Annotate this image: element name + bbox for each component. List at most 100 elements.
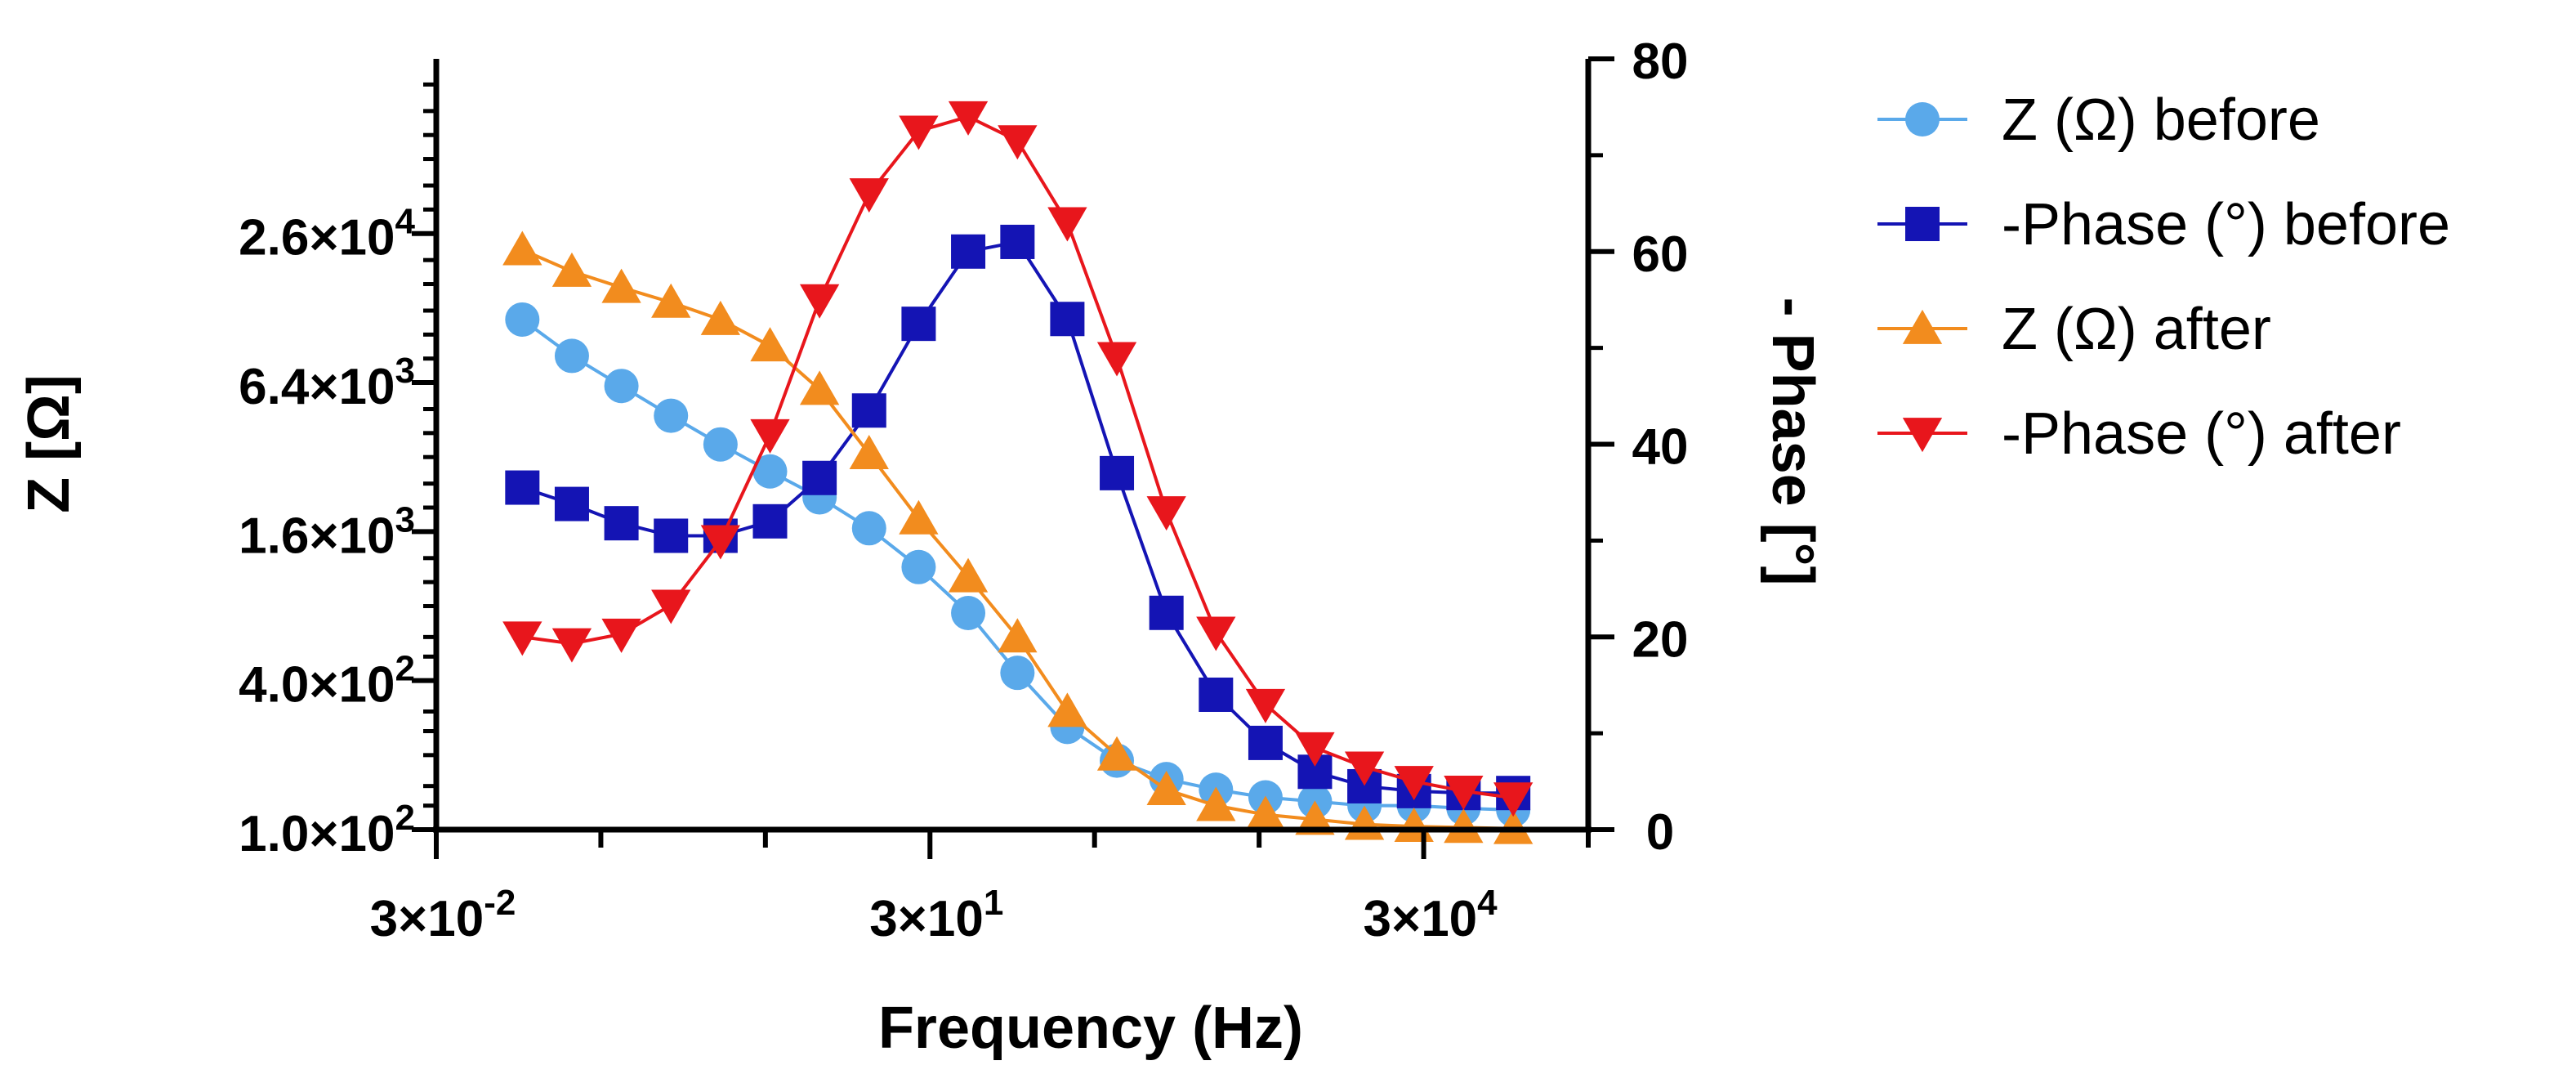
series-0-point-4: [703, 427, 738, 462]
series-2-point-5: [750, 327, 790, 362]
series-2-point-3: [651, 283, 691, 318]
y-tick-label-0: 1.0×102: [239, 798, 415, 862]
series-3-point-3: [651, 589, 691, 624]
series-3-point-5: [750, 418, 790, 454]
y-tick-label-1-base: 4.0×10: [239, 657, 395, 714]
y-tick-label-0-base: 1.0×10: [239, 806, 395, 862]
series-1-point-1: [554, 486, 589, 521]
series-3-point-9: [948, 101, 989, 136]
series-1-point-10: [1000, 224, 1035, 259]
series-3-point-8: [899, 115, 939, 150]
series-1-point-5: [752, 503, 788, 539]
y-tick-label-3-exp: 3: [395, 351, 415, 391]
legend-item-0: Z (Ω) before: [1877, 87, 2320, 153]
series-1-point-0: [505, 470, 540, 505]
series-3-point-14: [1196, 616, 1236, 651]
x-axis-title: Frequency (Hz): [878, 996, 1303, 1061]
series-1-point-6: [802, 460, 837, 495]
series-1-point-11: [1050, 302, 1085, 337]
y2-axis-title: - Phase [°]: [1760, 298, 1825, 586]
x-tick-label-1: 3×101: [869, 883, 1003, 947]
x-tick-label-0-base: 3×10: [370, 891, 484, 947]
series-3: [502, 101, 1534, 817]
y-tick-label-3: 6.4×103: [239, 351, 415, 415]
y-axis-title: Z [Ω]: [16, 374, 82, 513]
series-3-point-2: [601, 618, 641, 653]
series-0-line: [521, 318, 1514, 812]
series-0-point-8: [901, 549, 936, 584]
series-3-point-4: [700, 525, 741, 560]
series-3-point-6: [799, 284, 840, 319]
y-tick-label-4-base: 2.6×10: [239, 210, 395, 266]
y-tick-label-2-base: 1.6×10: [239, 508, 395, 564]
series-2-point-19: [1444, 808, 1484, 844]
legend-item-1: -Phase (°) before: [1877, 192, 2450, 257]
y-tick-label-0-exp: 2: [395, 798, 415, 838]
axes-layer: [433, 59, 1592, 833]
series-3-line: [522, 114, 1514, 800]
series-3-point-12: [1096, 342, 1137, 377]
legend-label-0: Z (Ω) before: [2002, 87, 2320, 153]
series-1-point-15: [1248, 725, 1283, 760]
series-0-point-0: [505, 302, 540, 337]
series-2-point-11: [1047, 692, 1087, 727]
y-tick-label-1-exp: 2: [395, 649, 415, 689]
series-0: [505, 302, 1531, 828]
series-1-point-12: [1100, 455, 1135, 490]
series-0-point-2: [604, 369, 639, 404]
series-2-point-15: [1245, 795, 1286, 830]
series-0-point-10: [1000, 656, 1035, 691]
series-0-point-7: [851, 511, 886, 546]
ticks-layer: 3×10-2 3×101 3×1041.0×1024.0×1021.6×1036.4…: [239, 34, 1688, 947]
y2-tick-label-2: 40: [1632, 419, 1689, 476]
series-2-point-12: [1096, 736, 1137, 771]
series-1-point-2: [604, 506, 639, 541]
series-3-point-16: [1295, 732, 1335, 767]
x-tick-label-2-exp: 4: [1477, 883, 1498, 923]
series-3-point-13: [1146, 496, 1186, 531]
series-3-point-10: [998, 125, 1038, 160]
series-2-point-6: [799, 370, 840, 405]
series-2-point-1: [551, 252, 592, 287]
series-1-point-8: [901, 307, 936, 342]
legend-label-3: -Phase (°) after: [2002, 401, 2401, 467]
series-2-point-7: [849, 435, 889, 470]
y-tick-label-2-exp: 3: [395, 499, 415, 539]
series-3-point-18: [1394, 766, 1434, 801]
legend-marker-1: [1905, 207, 1940, 241]
legend-label-1: -Phase (°) before: [2002, 192, 2450, 257]
series-0-point-3: [654, 398, 689, 433]
y-tick-label-2: 1.6×103: [239, 499, 415, 564]
series-3-point-20: [1493, 782, 1534, 817]
series-0-point-1: [554, 338, 589, 374]
x-tick-label-1-exp: 1: [984, 883, 1003, 923]
series-2-point-2: [601, 268, 641, 303]
series-1-point-3: [654, 518, 689, 553]
legend-item-3: -Phase (°) after: [1877, 401, 2401, 467]
y-tick-label-1: 4.0×102: [239, 649, 415, 714]
series-0-point-9: [951, 596, 986, 631]
x-tick-label-0: 3×10-2: [370, 883, 516, 947]
y-tick-label-4: 2.6×104: [239, 202, 415, 266]
y2-tick-label-4: 80: [1632, 34, 1689, 90]
series-1-point-9: [951, 234, 986, 269]
series-3-point-0: [502, 621, 542, 656]
x-tick-label-2: 3×104: [1364, 883, 1498, 947]
series-2-point-9: [948, 557, 989, 593]
legend-marker-2: [1902, 309, 1943, 344]
y2-tick-label-0: 0: [1646, 804, 1674, 861]
series-0-point-5: [752, 454, 788, 489]
x-tick-label-2-base: 3×10: [1364, 891, 1478, 947]
legend: Z (Ω) before -Phase (°) before Z (Ω) after…: [1877, 87, 2450, 467]
series-1-point-14: [1199, 677, 1234, 712]
series-layer: [502, 101, 1534, 844]
series-3-point-15: [1245, 688, 1286, 723]
y-tick-label-4-exp: 4: [395, 202, 416, 242]
legend-label-2: Z (Ω) after: [2002, 297, 2271, 362]
y-tick-label-3-base: 6.4×10: [239, 359, 395, 415]
series-3-point-1: [551, 628, 592, 663]
series-2-point-4: [700, 300, 741, 335]
x-tick-label-0-exp: -2: [484, 883, 516, 923]
series-1-point-7: [851, 393, 886, 428]
